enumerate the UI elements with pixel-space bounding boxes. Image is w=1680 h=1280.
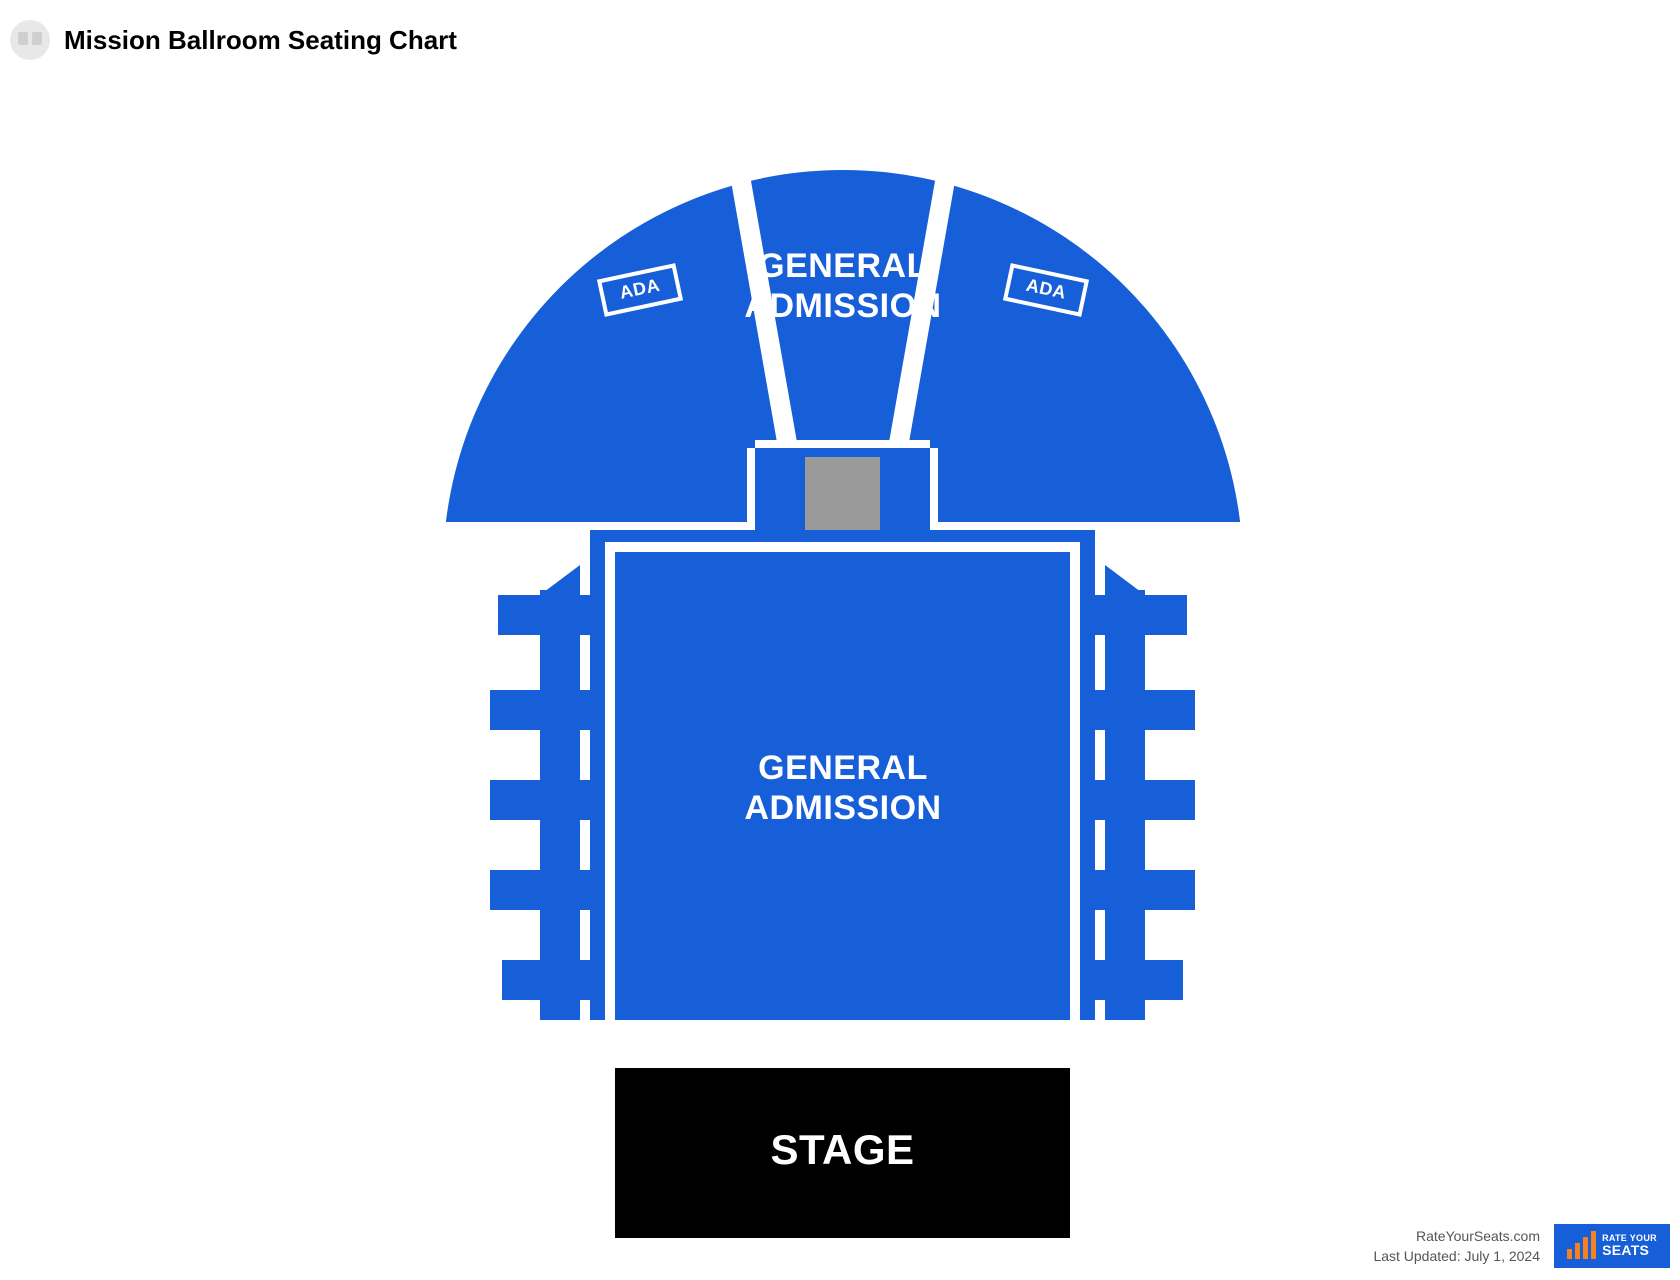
- page-root: Mission Ballroom Seating Chart GENERALAD…: [0, 0, 1680, 1280]
- footer-site: RateYourSeats.com: [1373, 1226, 1540, 1246]
- logo-bars-icon: [1567, 1233, 1596, 1259]
- svg-text:STAGE: STAGE: [770, 1126, 914, 1173]
- svg-text:GENERAL: GENERAL: [758, 749, 928, 787]
- seats-glyph-icon: [17, 30, 43, 50]
- seating-svg: GENERALADMISSIONGENERALADMISSIONSTAGEADA…: [390, 70, 1290, 1240]
- svg-text:GENERAL: GENERAL: [758, 247, 928, 285]
- page-footer: RateYourSeats.com Last Updated: July 1, …: [1373, 1224, 1670, 1268]
- footer-updated: Last Updated: July 1, 2024: [1373, 1246, 1540, 1266]
- footer-text: RateYourSeats.com Last Updated: July 1, …: [1373, 1226, 1540, 1267]
- page-title: Mission Ballroom Seating Chart: [64, 25, 457, 56]
- svg-text:ADMISSION: ADMISSION: [744, 789, 941, 827]
- page-header: Mission Ballroom Seating Chart: [10, 20, 457, 60]
- svg-text:ADMISSION: ADMISSION: [744, 287, 941, 325]
- footer-logo-text: RATE YOUR SEATS: [1602, 1234, 1657, 1258]
- venue-icon: [10, 20, 50, 60]
- footer-logo: RATE YOUR SEATS: [1554, 1224, 1670, 1268]
- seating-chart: GENERALADMISSIONGENERALADMISSIONSTAGEADA…: [0, 70, 1680, 1270]
